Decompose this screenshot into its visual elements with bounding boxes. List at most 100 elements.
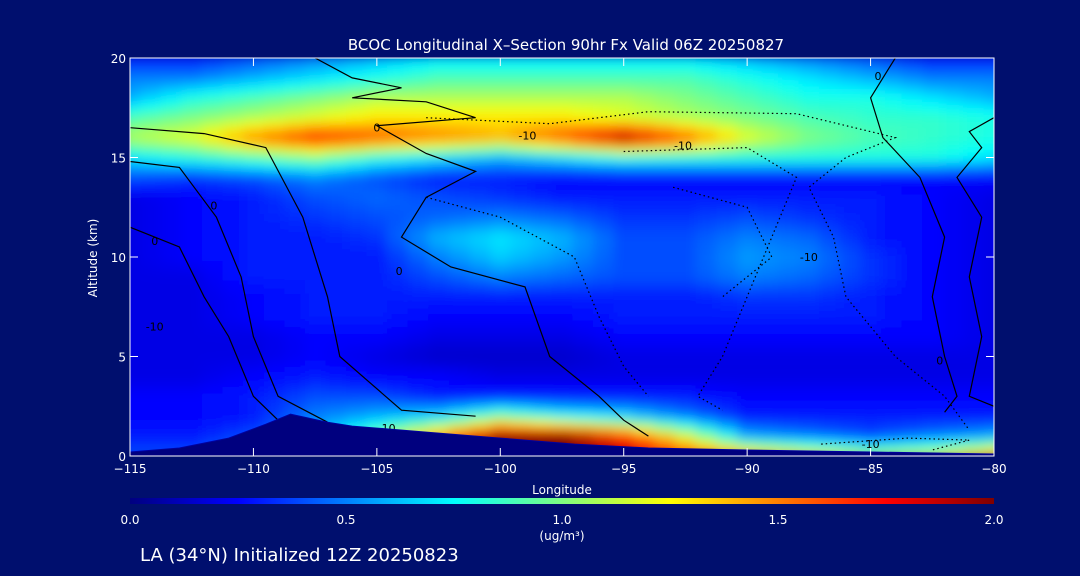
heat-cell [778, 253, 800, 261]
colorbar-tick-label: 1.0 [552, 513, 571, 527]
heat-cell [263, 366, 285, 374]
heat-cell [819, 446, 841, 454]
heat-cell [778, 67, 800, 76]
heat-cell [736, 174, 759, 182]
heat-cell [387, 167, 409, 175]
heat-cell [181, 300, 203, 308]
heat-cell [922, 101, 944, 109]
heat-cell [448, 220, 471, 228]
heat-cell [880, 94, 903, 102]
heat-cell [325, 386, 347, 394]
heat-cell [140, 326, 162, 334]
heat-cell [448, 346, 471, 354]
heat-cell [160, 373, 183, 381]
y-tick-label: 20 [111, 52, 126, 66]
heat-cell [654, 101, 676, 109]
heat-cell [304, 61, 327, 69]
heat-cell [366, 67, 388, 76]
heat-cell [922, 286, 944, 295]
heat-cell [243, 240, 265, 248]
heat-cell [130, 147, 141, 155]
heat-cell [346, 160, 368, 168]
heat-cell [942, 280, 964, 288]
heat-cell [819, 134, 841, 142]
heat-cell [880, 167, 903, 175]
heat-cell [860, 220, 882, 228]
heat-cell [387, 160, 409, 168]
heat-cell [654, 94, 676, 102]
heat-cell [469, 273, 491, 281]
heat-cell [490, 393, 512, 401]
heat-cell [140, 121, 162, 129]
heat-cell [407, 267, 429, 275]
heat-cell [469, 333, 491, 341]
heat-cell [963, 419, 985, 427]
heat-cell [428, 366, 450, 374]
heat-cell [130, 267, 141, 275]
heat-cell [202, 154, 224, 162]
heat-cell [778, 127, 800, 135]
heat-cell [592, 399, 615, 407]
heat-cell [490, 220, 512, 228]
heat-cell [243, 313, 265, 321]
heat-cell [222, 247, 244, 255]
heat-cell [346, 412, 368, 421]
heat-cell [963, 286, 985, 295]
heat-cell [140, 432, 162, 440]
heat-cell [304, 406, 327, 414]
heat-cell [366, 207, 388, 215]
heat-cell [407, 240, 429, 248]
heat-cell [880, 353, 903, 361]
heat-cell [448, 393, 471, 401]
heat-cell [531, 187, 553, 195]
heat-cell [613, 326, 635, 334]
heat-cell [613, 439, 635, 447]
heat-cell [860, 260, 882, 268]
heat-cell [366, 273, 388, 281]
heat-cell [901, 74, 923, 82]
heat-cell [778, 220, 800, 228]
heat-cell [963, 67, 985, 76]
heat-cell [263, 339, 285, 348]
heat-cell [510, 200, 532, 208]
heat-cell [407, 412, 429, 421]
heat-cell [551, 267, 573, 275]
heat-cell [880, 81, 903, 89]
heat-cell [654, 406, 676, 414]
heat-cell [222, 114, 244, 122]
heat-cell [130, 58, 141, 62]
heat-cell [634, 194, 656, 202]
heat-cell [860, 366, 882, 374]
heat-cell [983, 326, 994, 334]
heat-cell [469, 379, 491, 387]
heat-cell [983, 359, 994, 367]
heat-cell [572, 326, 594, 334]
heat-cell [675, 107, 697, 115]
heat-cell [551, 174, 573, 182]
heat-cell [819, 147, 841, 155]
heat-cell [963, 267, 985, 275]
heat-cell [130, 140, 141, 149]
heat-cell [263, 140, 285, 149]
heat-cell [592, 286, 615, 295]
heat-cell [448, 426, 471, 434]
heat-cell [757, 121, 779, 129]
heat-cell [613, 174, 635, 182]
heat-cell [130, 207, 141, 215]
heat-cell [490, 320, 512, 328]
heat-cell [551, 147, 573, 155]
heat-cell [572, 313, 594, 321]
heat-cell [736, 87, 759, 95]
heat-cell [778, 147, 800, 155]
heat-cell [922, 147, 944, 155]
heat-cell [860, 154, 882, 162]
heat-cell [798, 333, 820, 341]
heat-cell [592, 432, 615, 440]
heat-cell [798, 339, 820, 348]
heat-cell [880, 213, 903, 222]
heat-cell [202, 359, 224, 367]
heat-cell [922, 180, 944, 188]
heat-cell [130, 240, 141, 248]
heat-cell [243, 174, 265, 182]
heat-cell [675, 359, 697, 367]
